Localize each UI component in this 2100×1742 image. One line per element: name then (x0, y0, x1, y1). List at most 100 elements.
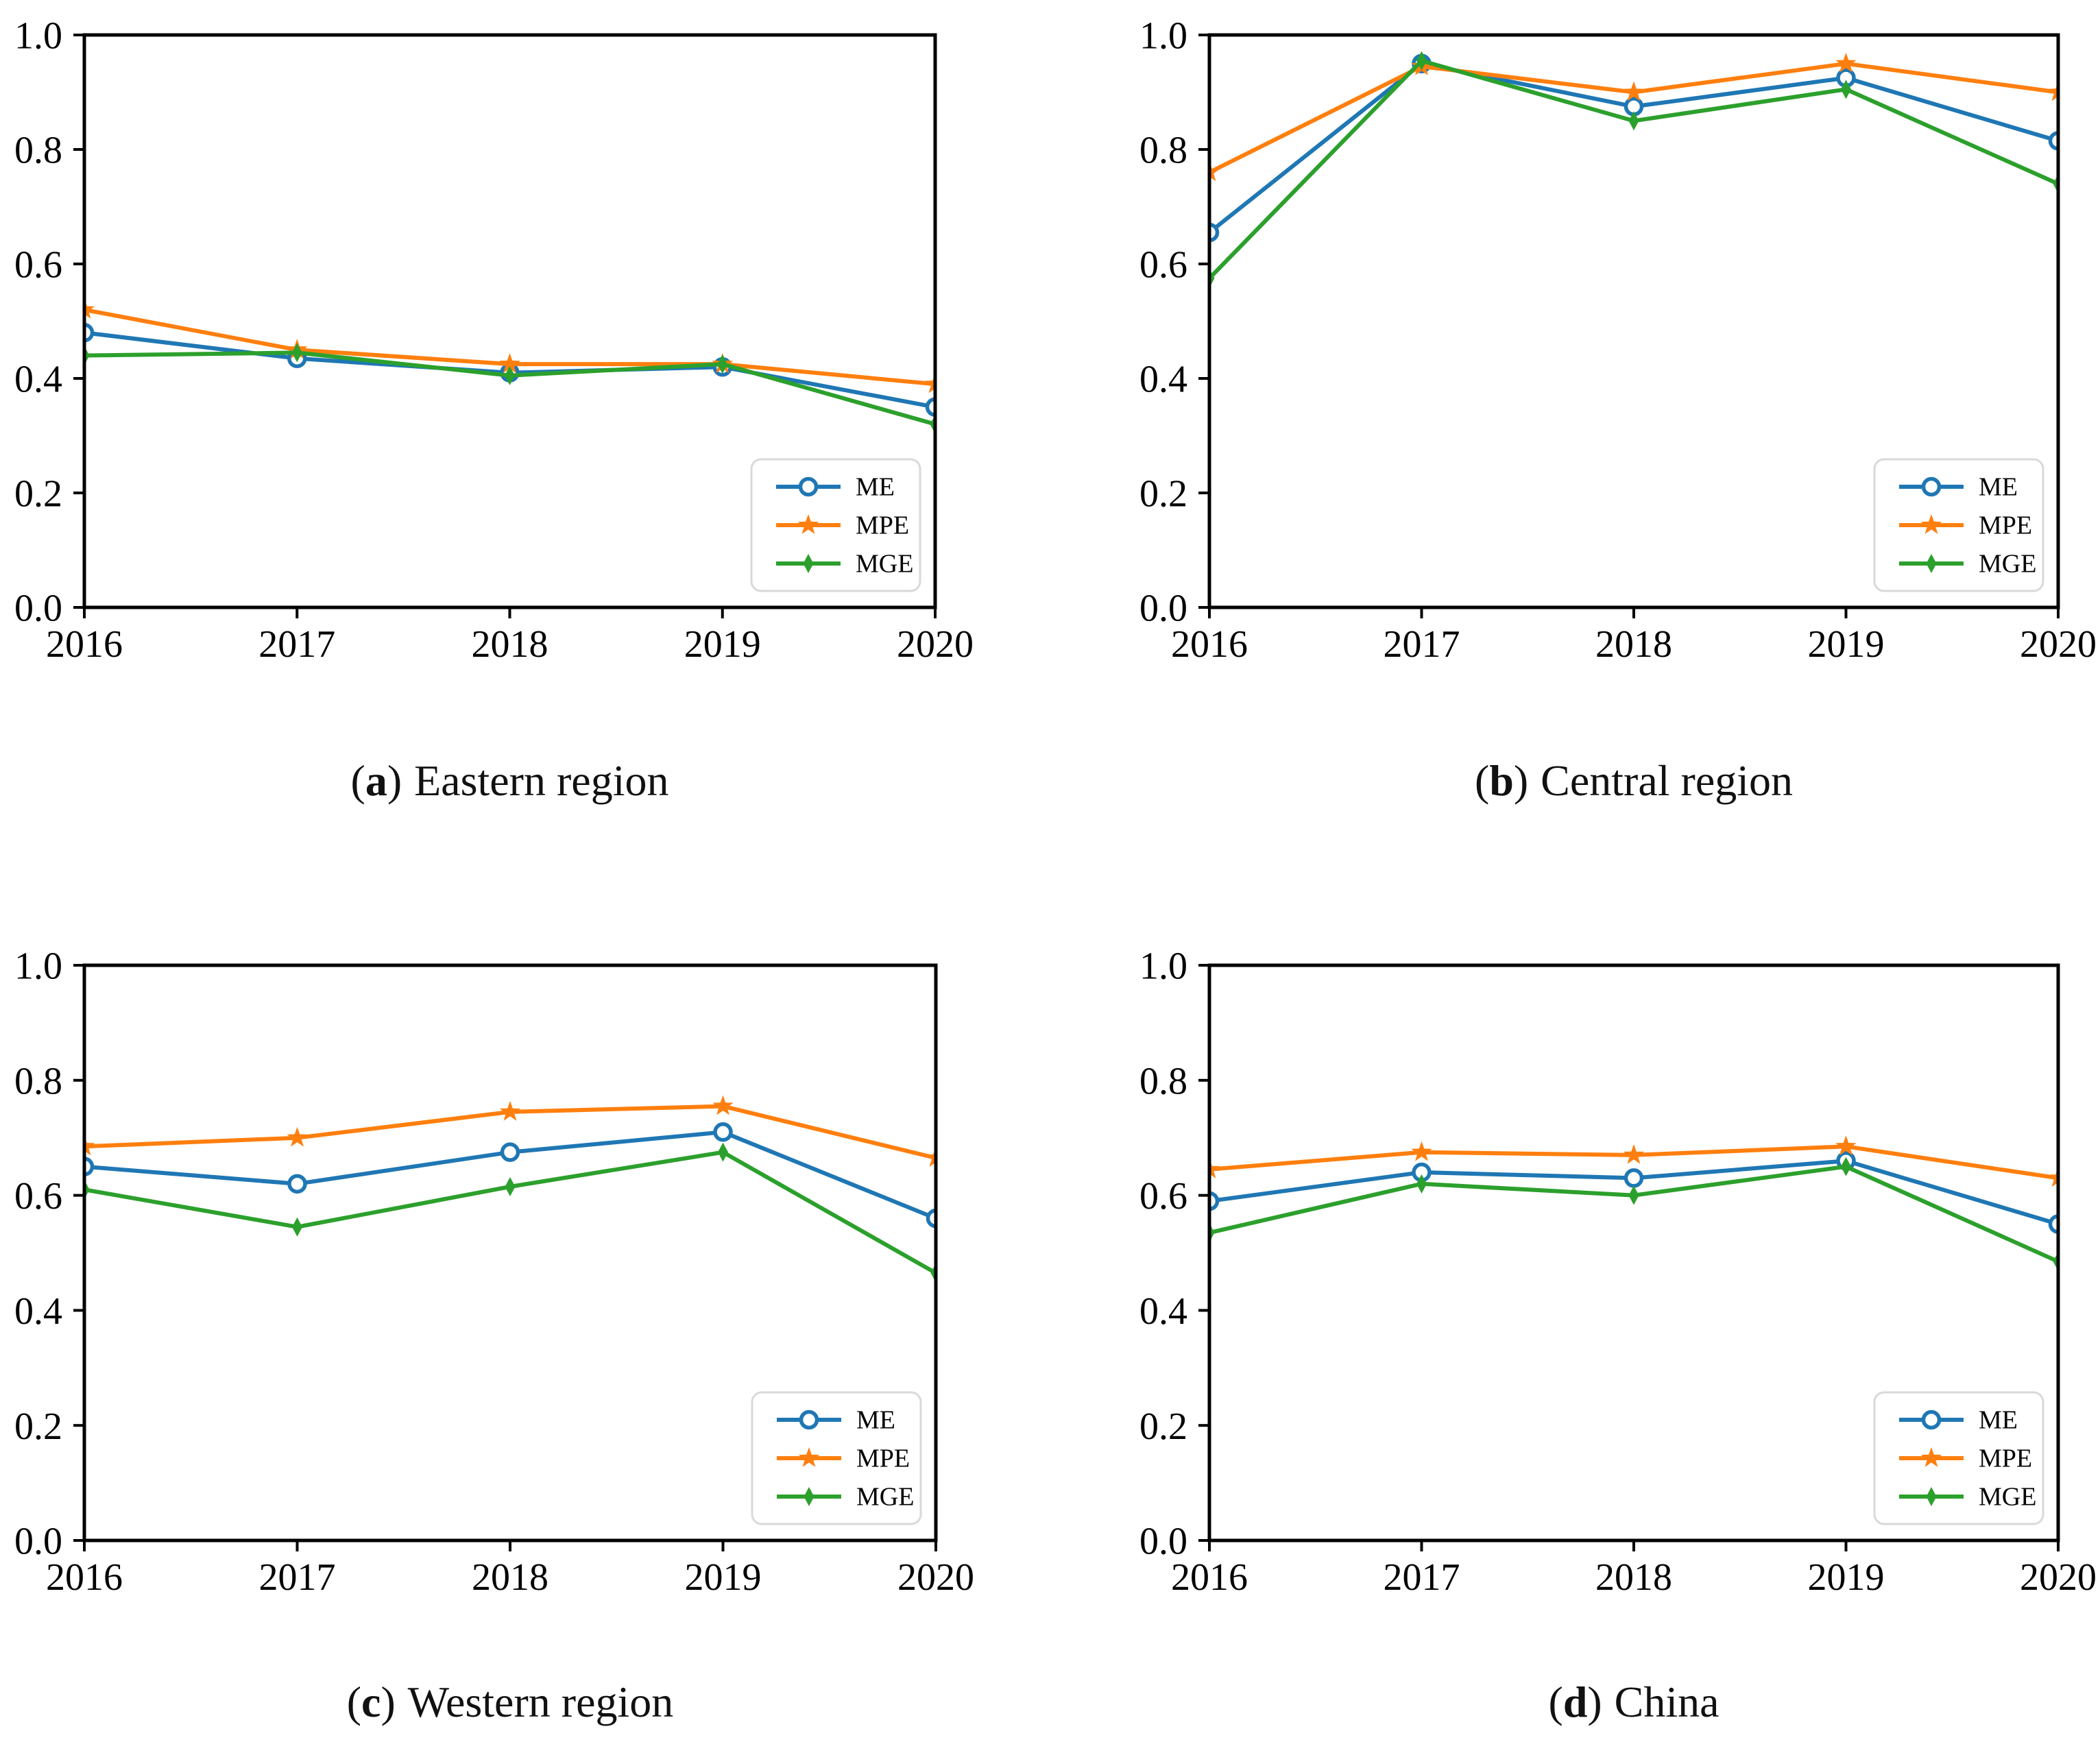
x-tick-label: 2016 (1171, 623, 1248, 666)
data-point-marker-star (797, 514, 819, 534)
data-point-marker-diamond (1628, 1185, 1639, 1205)
y-tick-label: 0.8 (1139, 130, 1187, 172)
series-markers-ME (84, 1122, 936, 1229)
x-tick-label: 2018 (1595, 623, 1672, 666)
x-tick-label: 2019 (1808, 623, 1885, 666)
data-point-marker-star (1623, 81, 1645, 101)
data-point-marker-diamond (292, 1217, 302, 1237)
caption-china: (d) China (1209, 1677, 2058, 1728)
y-tick-label: 0.6 (1139, 244, 1187, 287)
axes-box (82, 33, 937, 609)
legend-label: MGE (856, 1483, 914, 1512)
caption-open-paren: ( (346, 1678, 362, 1726)
legend-label: ME (1979, 1406, 2018, 1435)
data-point-marker-star (499, 1100, 521, 1121)
data-point-marker-diamond (505, 365, 515, 385)
data-point-marker-diamond (1416, 1174, 1427, 1194)
data-point-marker-circle (2048, 131, 2058, 151)
chart-panel-b: 0.0 0.2 0.4 0.6 0.8 1.0 2016 2017 2018 2019 2020 ME… (1139, 15, 2097, 666)
data-point-marker-circle (1921, 476, 1942, 497)
caption-letter-a: a (365, 756, 387, 805)
data-point-marker-circle (799, 1410, 819, 1430)
axes-box (1207, 33, 2060, 609)
x-tick-label: 2020 (897, 1556, 974, 1599)
y-tick-label: 0.0 (14, 588, 62, 630)
data-point-marker-star (1411, 1141, 1432, 1161)
x-tick-label: 2016 (46, 623, 123, 666)
caption-region-text: Central region (1541, 756, 1793, 805)
x-tick-label: 2018 (472, 623, 548, 666)
legend-item-MGE: MGE (777, 1483, 914, 1512)
data-point-marker-diamond (717, 354, 728, 374)
legend-item-ME: ME (777, 1406, 895, 1435)
chart-panel-d: 0.0 0.2 0.4 0.6 0.8 1.0 2016 2017 2018 2019 2020 ME… (1139, 945, 2097, 1599)
data-point-marker-diamond (291, 343, 302, 363)
caption-letter-d: d (1562, 1678, 1588, 1726)
data-point-marker-circle (1921, 1410, 1942, 1430)
data-point-marker-diamond (804, 1487, 814, 1506)
y-tick-label: 0.8 (1139, 1060, 1187, 1102)
series-group (84, 298, 935, 434)
data-point-marker-circle (287, 1174, 307, 1194)
y-tick-label: 0.6 (1139, 1175, 1187, 1218)
data-point-marker-star (2047, 81, 2058, 101)
caption-western-region: (c) Western region (84, 1677, 936, 1728)
legend-item-MGE: MGE (776, 550, 913, 579)
data-point-marker-star (712, 1095, 734, 1115)
data-point-marker-circle (1209, 222, 1220, 243)
data-point-marker-circle (84, 322, 95, 343)
data-point-marker-circle (500, 1142, 520, 1162)
data-point-marker-circle (1624, 1168, 1644, 1188)
caption-region-text: China (1614, 1678, 1719, 1726)
data-point-marker-star (925, 1147, 936, 1167)
data-point-marker-circle (925, 397, 935, 417)
legend-label: MPE (856, 1444, 910, 1473)
series-group (1209, 51, 2058, 288)
y-tick-label: 0.8 (14, 1060, 62, 1102)
legend-item-MPE: MPE (1899, 1444, 2032, 1473)
caption-open-paren: ( (1548, 1678, 1563, 1726)
caption-region-text: Western region (407, 1678, 674, 1726)
data-point-marker-star (1623, 1144, 1645, 1164)
legend-item-ME: ME (1899, 1406, 2018, 1435)
data-point-marker-star (84, 1135, 95, 1156)
y-tick-label: 0.4 (14, 359, 62, 401)
x-tick-label: 2016 (1171, 1556, 1248, 1599)
data-point-marker-diamond (505, 1177, 516, 1197)
data-point-marker-star (1835, 1135, 1857, 1156)
legend-label: MGE (856, 550, 913, 579)
y-tick-label: 0.6 (14, 244, 62, 287)
caption-central-region: (b) Central region (1209, 755, 2058, 806)
data-point-marker-star (287, 1126, 308, 1147)
x-tick-label: 2016 (46, 1556, 123, 1599)
series-group (1209, 1135, 2058, 1272)
x-tick-label: 2019 (684, 623, 761, 666)
series-group (84, 1095, 936, 1283)
data-point-marker-diamond (718, 1142, 728, 1162)
y-tick-label: 0.2 (1139, 1405, 1187, 1448)
legend-label: MGE (1979, 1483, 2036, 1512)
data-point-marker-diamond (1926, 1487, 1937, 1506)
data-point-marker-diamond (803, 554, 814, 573)
data-point-marker-diamond (1841, 1157, 1851, 1176)
data-point-marker-star (499, 353, 520, 374)
data-point-marker-star (2047, 1167, 2058, 1187)
x-tick-label: 2018 (1595, 1556, 1672, 1599)
legend-label: MPE (1979, 1444, 2032, 1473)
y-tick-label: 0.0 (1139, 1521, 1187, 1563)
legend-item-MGE: MGE (1899, 550, 2036, 579)
legend-label: ME (1979, 473, 2018, 502)
y-tick-label: 0.4 (14, 1290, 62, 1333)
legend-label: ME (856, 473, 895, 502)
caption-region-text: Eastern region (414, 756, 669, 805)
data-point-marker-circle (2048, 1214, 2058, 1234)
axes-box (82, 963, 938, 1543)
caption-letter-b: b (1489, 756, 1514, 805)
caption-close-paren: ) (1587, 1678, 1602, 1726)
series-markers-MPE (84, 1095, 936, 1167)
data-point-marker-diamond (1416, 51, 1427, 71)
legend-label: ME (856, 1406, 895, 1435)
x-tick-label: 2019 (685, 1556, 762, 1599)
